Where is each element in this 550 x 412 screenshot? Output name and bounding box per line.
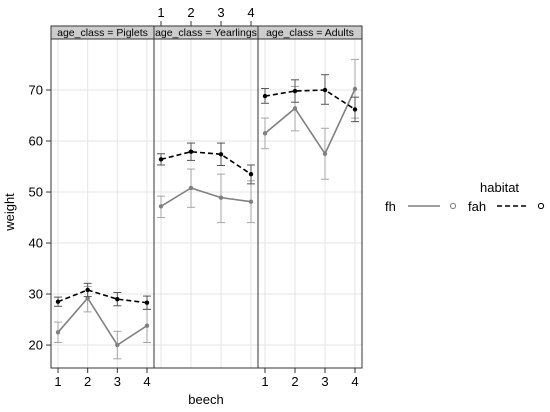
series-fah <box>157 142 255 185</box>
x-tick-label: 1 <box>261 374 268 389</box>
panel-3: age_class = Adults <box>257 25 363 369</box>
data-point <box>218 195 224 200</box>
y-tick-label: 40 <box>29 236 43 251</box>
data-point <box>352 107 358 112</box>
data-point <box>352 86 358 92</box>
plot-frame <box>50 25 363 369</box>
y-tick-label: 20 <box>29 338 43 353</box>
x-tick-label: 2 <box>291 374 298 389</box>
panel-1: age_class = Piglets <box>50 25 155 369</box>
legend-entry-fh: fh <box>385 199 457 214</box>
series-line <box>57 289 148 304</box>
legend-point <box>449 202 457 210</box>
series-line <box>264 88 356 156</box>
panel-border <box>153 38 259 369</box>
data-point <box>188 149 194 154</box>
data-point <box>55 330 61 335</box>
chart-panels: age_class = Piglets age_class = Yearlings… <box>50 25 363 369</box>
series-line <box>57 296 148 347</box>
legend-label: fh <box>385 199 396 214</box>
series-fah <box>261 74 359 123</box>
x-axis-label: beech <box>188 392 223 407</box>
data-point <box>248 199 254 204</box>
x-tick-label: 4 <box>247 5 254 20</box>
legend-label: fah <box>468 199 486 214</box>
data-point <box>115 342 120 348</box>
x-tick-label: 2 <box>187 5 194 20</box>
data-point <box>218 152 224 157</box>
legend-title: habitat <box>480 180 519 195</box>
x-tick-label: 3 <box>217 5 224 20</box>
series-fh <box>54 285 151 360</box>
data-point <box>262 131 268 136</box>
data-point <box>115 296 120 302</box>
chart-axes: 20 30 40 50 60 70 1 2 3 4 1 2 3 4 1 2 3 4 <box>29 5 363 389</box>
x-tick-label: 3 <box>321 374 328 389</box>
panel-strip-label: age_class = Piglets <box>57 27 148 39</box>
data-point <box>292 106 298 111</box>
x-tick-label: 4 <box>351 374 358 389</box>
data-point <box>322 151 328 156</box>
data-point <box>144 300 150 305</box>
y-tick-label: 60 <box>29 134 43 149</box>
panel-strip-label: age_class = Yearlings <box>155 27 257 39</box>
series-line <box>264 89 356 111</box>
series-fh <box>157 168 255 224</box>
data-point <box>85 287 90 293</box>
data-point <box>292 88 298 94</box>
x-tick-label: 2 <box>84 374 91 389</box>
legend-point <box>537 202 545 210</box>
data-point <box>188 185 194 191</box>
data-point <box>158 204 164 209</box>
panel-strip-label: age_class = Adults <box>266 27 354 39</box>
series-fah <box>54 282 151 310</box>
data-point <box>144 323 150 328</box>
data-point <box>248 171 254 177</box>
x-tick-label: 4 <box>143 374 150 389</box>
data-point <box>262 93 268 99</box>
y-tick-label: 70 <box>29 83 43 98</box>
x-tick-label: 1 <box>54 374 61 389</box>
y-axis-label: weight <box>2 193 17 232</box>
panel-border <box>257 38 363 369</box>
legend-entry-fah: fah <box>468 199 545 214</box>
x-tick-label: 1 <box>157 5 164 20</box>
y-tick-label: 50 <box>29 185 43 200</box>
legend: habitat fh fah <box>385 180 545 214</box>
data-point <box>322 87 328 93</box>
y-tick-label: 30 <box>29 287 43 302</box>
data-point <box>158 157 164 162</box>
panel-border <box>50 38 155 369</box>
panel-2: age_class = Yearlings <box>153 25 259 369</box>
series-fh <box>261 58 359 180</box>
series-line <box>160 187 252 207</box>
x-tick-label: 3 <box>114 374 121 389</box>
data-point <box>55 299 61 304</box>
series-line <box>160 150 252 175</box>
